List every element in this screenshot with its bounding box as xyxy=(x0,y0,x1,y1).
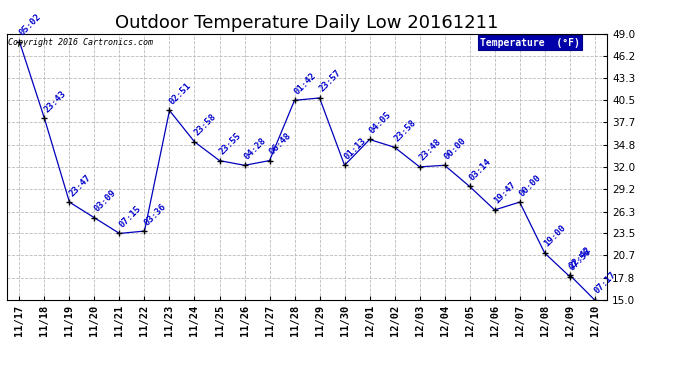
Text: 23:55: 23:55 xyxy=(217,131,243,156)
Text: 23:58: 23:58 xyxy=(393,118,417,143)
Text: 01:13: 01:13 xyxy=(342,136,368,161)
Title: Outdoor Temperature Daily Low 20161211: Outdoor Temperature Daily Low 20161211 xyxy=(115,14,499,32)
Text: 19:47: 19:47 xyxy=(493,180,518,206)
Text: 23:48: 23:48 xyxy=(417,137,443,163)
Text: 07:17: 07:17 xyxy=(593,270,618,296)
Text: 19:00: 19:00 xyxy=(542,224,568,249)
Text: 23:47: 23:47 xyxy=(67,172,92,198)
Text: 23:57: 23:57 xyxy=(317,68,343,94)
Text: 04:05: 04:05 xyxy=(367,110,393,135)
Text: 04:28: 04:28 xyxy=(242,136,268,161)
Text: Copyright 2016 Cartronics.com: Copyright 2016 Cartronics.com xyxy=(8,38,153,47)
Text: 23:43: 23:43 xyxy=(42,89,68,114)
Text: 00:00: 00:00 xyxy=(442,136,468,161)
Text: Temperature  (°F): Temperature (°F) xyxy=(480,38,580,48)
Text: 00:00: 00:00 xyxy=(518,172,543,198)
Text: 02:51: 02:51 xyxy=(167,81,193,106)
Text: 01:42: 01:42 xyxy=(293,71,317,96)
Text: 05:02: 05:02 xyxy=(17,12,43,38)
Text: 07:56: 07:56 xyxy=(567,247,593,272)
Text: 06:48: 06:48 xyxy=(267,131,293,156)
Text: 07:15: 07:15 xyxy=(117,204,143,229)
Text: 03:09: 03:09 xyxy=(92,188,117,214)
Text: 23:58: 23:58 xyxy=(193,112,217,138)
Text: 22:42: 22:42 xyxy=(567,245,593,271)
Text: 03:14: 03:14 xyxy=(467,157,493,182)
Text: 03:36: 03:36 xyxy=(142,201,168,227)
